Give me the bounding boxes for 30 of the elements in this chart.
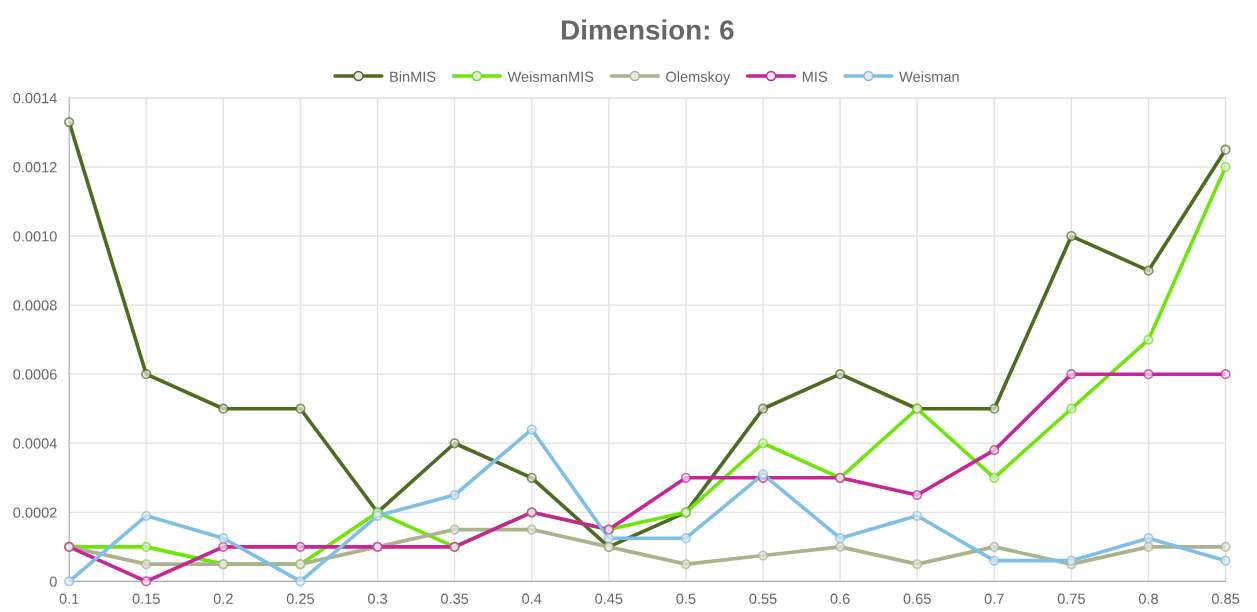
y-tick-label: 0.0002 — [13, 507, 57, 518]
legend-label: MIS — [802, 71, 827, 82]
y-tick-label: 0.0012 — [13, 162, 57, 173]
chart-title: Dimension: 6 — [562, 19, 734, 40]
x-tick-label: 0.7 — [984, 593, 1004, 604]
y-tick-label: 0.0008 — [13, 300, 57, 311]
x-tick-label: 0.85 — [1211, 593, 1240, 604]
x-tick-label: 0.8 — [1138, 593, 1158, 604]
y-tick-label: 0.0010 — [13, 231, 57, 242]
x-tick-label: 0.55 — [749, 593, 777, 604]
x-tick-label: 0.25 — [286, 593, 314, 604]
legend-label: WeismanMIS — [507, 71, 594, 82]
x-tick-label: 0.6 — [830, 593, 850, 604]
x-tick-label: 0.15 — [132, 593, 160, 604]
x-tick-label: 0.4 — [522, 593, 542, 604]
x-tick-label: 0.1 — [59, 593, 79, 604]
legend-label: Weisman — [899, 71, 959, 82]
legend-label: BinMIS — [390, 71, 436, 82]
y-tick-label: 0 — [49, 576, 57, 587]
x-tick-label: 0.5 — [676, 593, 696, 604]
x-tick-label: 0.2 — [213, 593, 233, 604]
x-tick-label: 0.45 — [595, 593, 623, 604]
x-tick-label: 0.65 — [903, 593, 931, 604]
x-tick-label: 0.3 — [367, 593, 388, 604]
y-tick-label: 0.0014 — [13, 93, 57, 104]
y-tick-label: 0.0004 — [13, 438, 57, 449]
y-tick-label: 0.0006 — [13, 369, 57, 380]
x-tick-label: 0.35 — [440, 593, 469, 604]
x-tick-label: 0.75 — [1057, 593, 1085, 604]
legend-label: Olemskoy — [666, 71, 731, 85]
